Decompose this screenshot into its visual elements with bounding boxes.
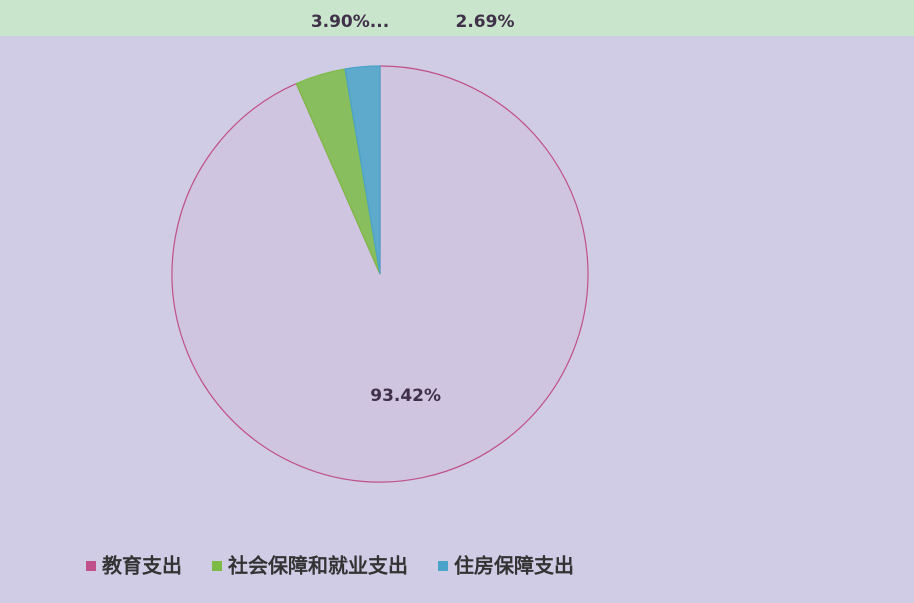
legend-label: 教育支出 [102, 554, 182, 578]
legend-swatch [438, 561, 448, 571]
pie: 93.42% 3.90%... 2.69% [171, 12, 589, 483]
legend-swatch [212, 561, 222, 571]
top-band [0, 0, 914, 36]
data-label: 2.69% [456, 12, 515, 32]
data-label: 3.90%... [311, 12, 389, 32]
pie-slice [344, 65, 381, 275]
data-label: 93.42% [370, 386, 441, 406]
legend-swatch [86, 561, 96, 571]
legend-label: 住房保障支出 [454, 554, 574, 578]
legend-label: 社会保障和就业支出 [227, 554, 408, 578]
legend: 教育支出 社会保障和就业支出 住房保障支出 [86, 554, 574, 578]
